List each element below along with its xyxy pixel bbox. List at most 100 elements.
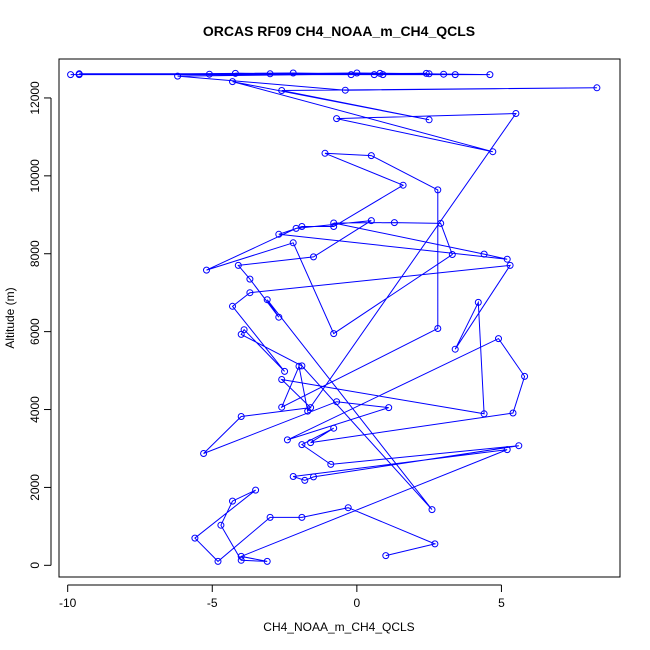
data-point: [503, 255, 511, 263]
data-point: [347, 71, 355, 79]
data-point: [367, 152, 375, 160]
data-point: [289, 69, 297, 77]
data-point: [278, 376, 286, 383]
data-point: [203, 266, 210, 274]
y-tick-label: 4000: [28, 396, 42, 423]
data-point: [205, 70, 213, 78]
y-tick-label: 12000: [28, 81, 42, 115]
data-point: [333, 115, 341, 123]
data-point: [289, 473, 297, 480]
data-point: [246, 289, 254, 297]
data-point: [434, 325, 442, 332]
data-point: [330, 219, 338, 227]
data-point: [229, 302, 236, 310]
data-point: [298, 441, 306, 449]
data-point: [486, 71, 494, 79]
data-point: [231, 69, 239, 77]
data-point: [506, 261, 514, 269]
data-point: [321, 149, 329, 157]
data-point: [344, 504, 352, 512]
data-point: [434, 186, 442, 194]
data-point: [390, 219, 398, 227]
data-point: [330, 330, 338, 338]
data-point: [310, 473, 317, 481]
y-axis-label: Altitude (m): [3, 287, 17, 348]
data-point: [333, 398, 341, 406]
x-tick-label: 5: [498, 596, 505, 610]
data-point: [246, 275, 254, 283]
data-point: [298, 362, 306, 370]
data-point: [263, 557, 271, 565]
data-point: [266, 513, 274, 521]
data-point: [367, 217, 375, 225]
data-point: [593, 84, 601, 92]
data-point: [275, 313, 283, 321]
data-point: [278, 87, 286, 94]
data-point: [495, 335, 502, 343]
data-point: [512, 110, 520, 117]
data-point: [425, 116, 433, 124]
data-point: [521, 372, 529, 380]
data-point: [422, 69, 430, 77]
y-tick-label: 2000: [28, 474, 42, 501]
data-point: [281, 367, 289, 375]
x-tick-label: -5: [207, 596, 218, 610]
data-point: [431, 540, 439, 548]
data-point: [451, 71, 459, 79]
x-tick-label: 0: [354, 596, 361, 610]
x-tick-label: -10: [59, 596, 77, 610]
data-point: [229, 78, 236, 86]
data-point: [229, 497, 236, 505]
series-line: [70, 72, 597, 563]
data-point: [480, 410, 488, 418]
data-point: [266, 70, 274, 78]
data-point: [237, 330, 245, 338]
data-point: [451, 345, 459, 353]
data-point: [263, 296, 271, 304]
data-point: [217, 521, 225, 529]
data-point: [67, 71, 75, 79]
data-point: [448, 251, 456, 258]
data-point: [278, 403, 286, 411]
data-point: [480, 250, 488, 258]
data-point: [252, 486, 260, 494]
data-point: [307, 439, 315, 447]
data-point: [301, 476, 309, 484]
data-point: [474, 298, 482, 306]
y-axis: 0 2000 4000 6000 8000 10000 12000: [28, 81, 52, 569]
data-point: [298, 513, 306, 521]
data-point: [283, 436, 291, 444]
data-point: [234, 261, 242, 269]
plot-frame: [58, 58, 621, 578]
data-point: [298, 223, 306, 230]
y-tick-label: 6000: [28, 318, 42, 345]
data-point: [237, 552, 245, 560]
data-point: [75, 70, 83, 78]
x-axis-label: CH4_NOAA_m_CH4_QCLS: [263, 620, 414, 634]
chart-title: ORCAS RF09 CH4_NOAA_m_CH4_QCLS: [203, 23, 475, 39]
data-point: [515, 442, 523, 450]
data-point: [440, 70, 448, 78]
data-point: [200, 450, 208, 457]
y-tick-label: 8000: [28, 240, 42, 267]
data-point: [503, 446, 511, 454]
data-point: [310, 253, 317, 261]
data-point: [275, 230, 283, 238]
data-point: [437, 219, 445, 227]
data-point: [385, 404, 393, 412]
data-point: [330, 424, 338, 432]
data-point: [327, 460, 335, 468]
data-point: [379, 71, 387, 79]
data-point: [174, 72, 182, 80]
data-point: [214, 557, 222, 565]
y-tick-label: 0: [28, 562, 42, 569]
x-axis: -10 -5 0 5: [59, 584, 505, 610]
data-point: [304, 407, 312, 415]
data-point: [191, 534, 199, 542]
data-point: [330, 223, 338, 230]
data-point: [428, 506, 436, 514]
data-point: [425, 70, 433, 78]
series-layer: [67, 69, 601, 565]
data-point: [399, 181, 407, 189]
